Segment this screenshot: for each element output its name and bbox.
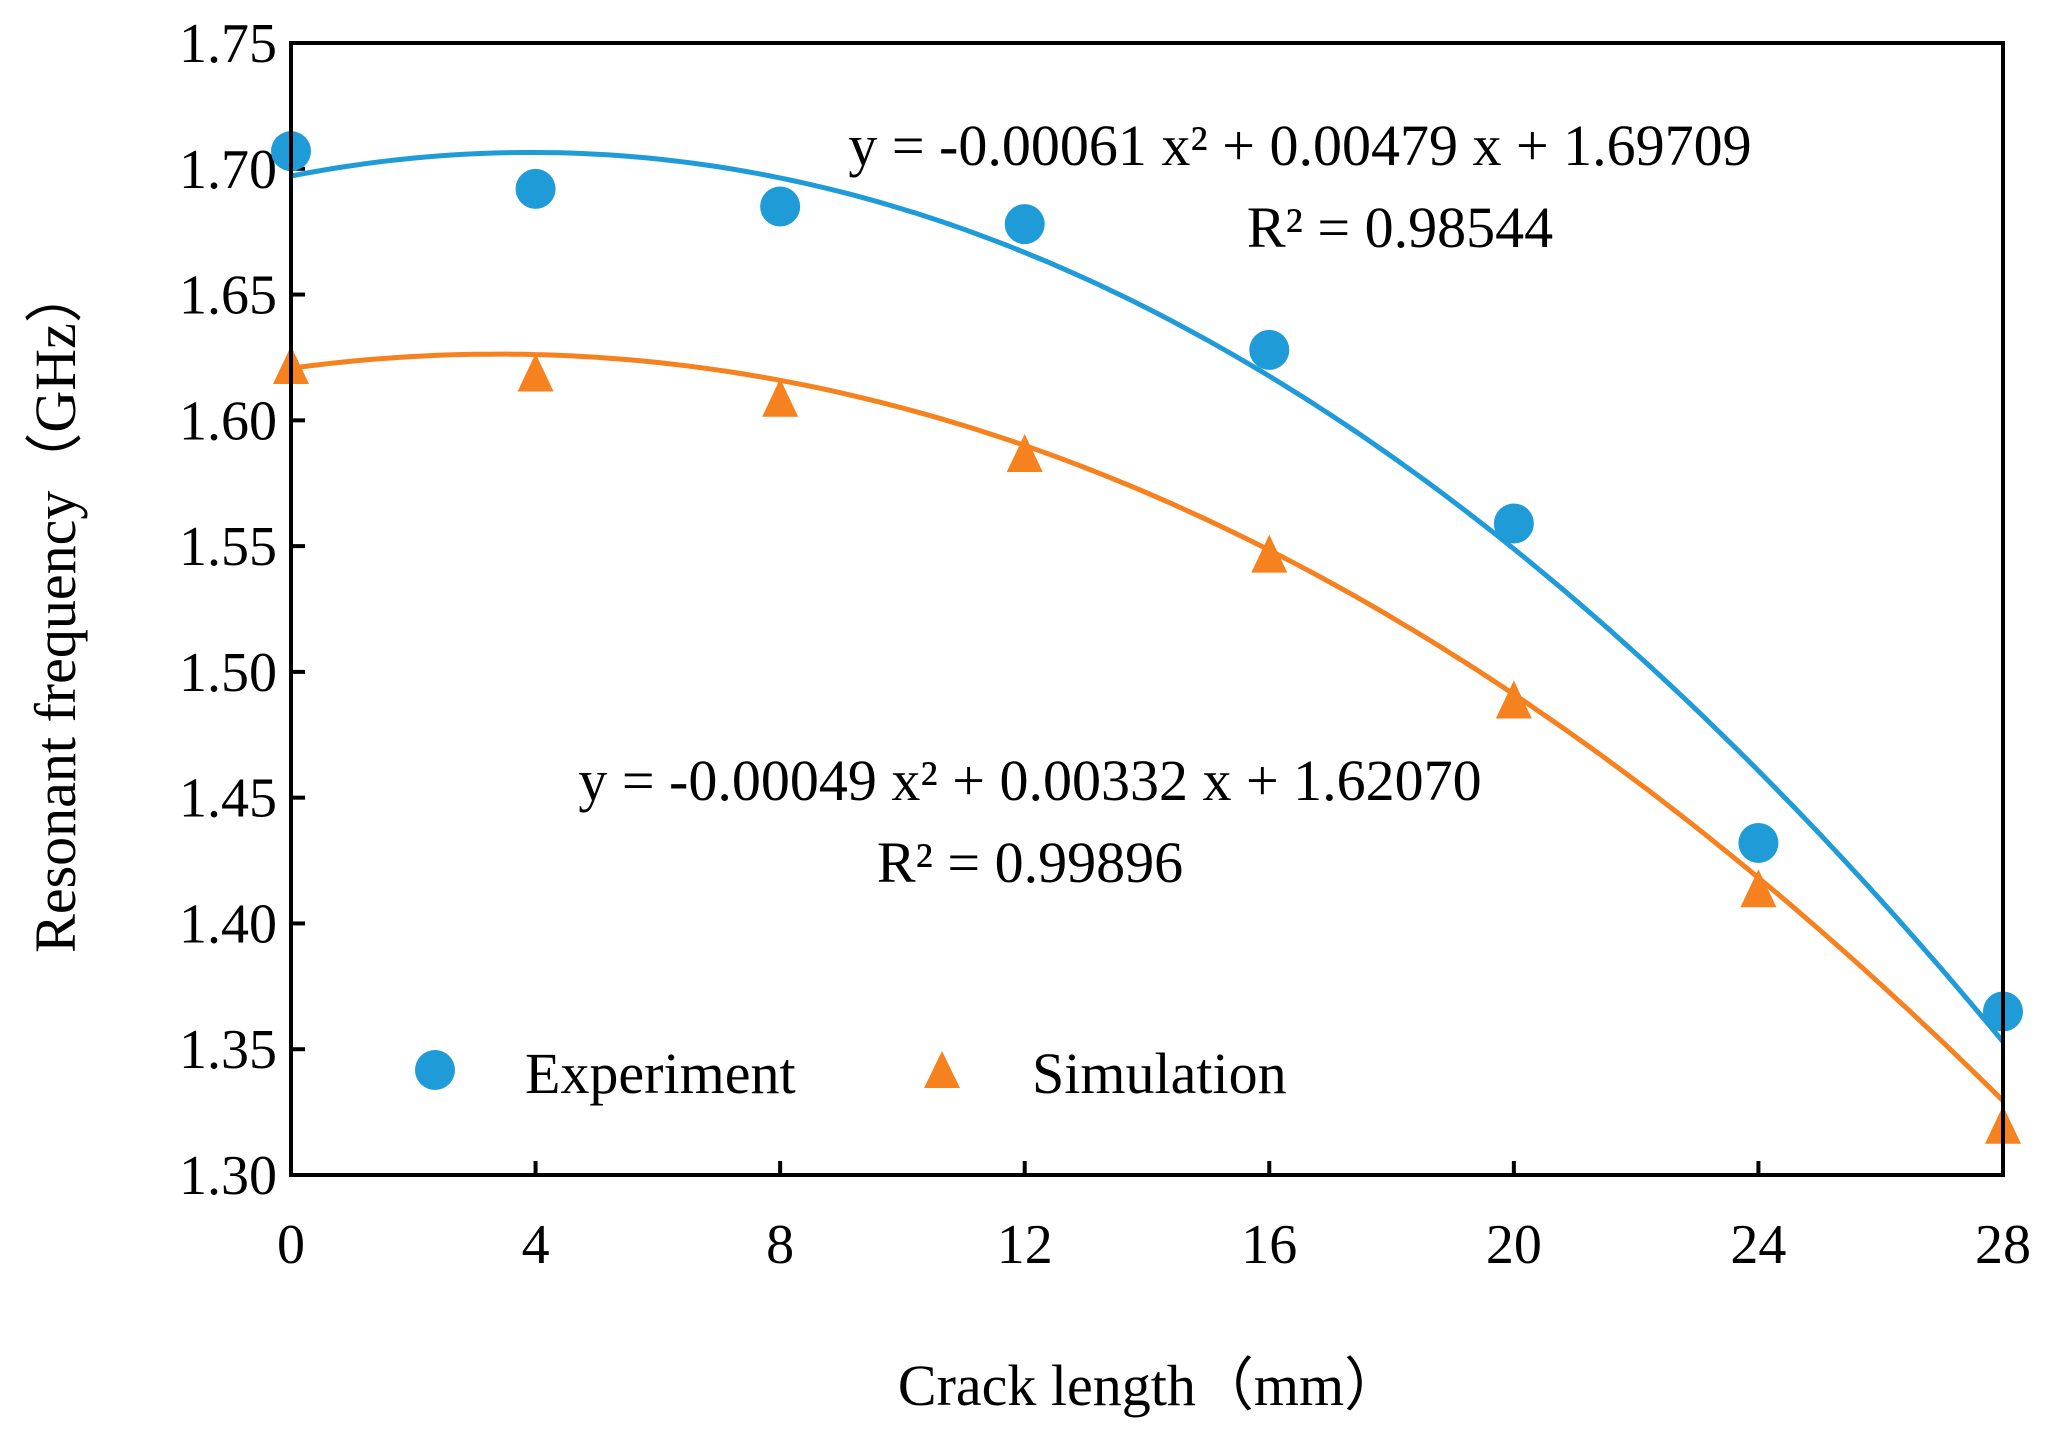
x-tick-label: 4: [522, 1214, 550, 1276]
x-tick-label: 8: [766, 1214, 794, 1276]
x-tick-label: 28: [1975, 1214, 2031, 1276]
experiment-fit-curve: [290, 150, 2005, 1044]
x-axis-ticks: 0 4 8 12 16 20 24 28: [277, 1161, 2031, 1276]
legend-experiment-label: Experiment: [525, 1041, 796, 1106]
experiment-point: [1004, 204, 1045, 245]
y-tick-label: 1.50: [179, 642, 277, 704]
legend: Experiment Simulation: [415, 1041, 1287, 1106]
simulation-point: [762, 378, 799, 417]
simulation-point: [1495, 680, 1532, 719]
x-axis-title: Crack length（mm）: [898, 1353, 1402, 1418]
simulation-point: [1251, 534, 1288, 573]
legend-simulation-marker: [924, 1051, 960, 1088]
y-tick-label: 1.60: [179, 390, 277, 452]
experiment-point: [515, 168, 556, 209]
x-tick-label: 0: [277, 1214, 305, 1276]
data-markers: [271, 131, 2023, 1144]
exp-equation: y = -0.00061 x² + 0.00479 x + 1.69709: [848, 113, 1751, 178]
y-tick-label: 1.70: [179, 139, 277, 201]
y-tick-label: 1.35: [179, 1019, 277, 1081]
fit-curves: [290, 150, 2005, 1103]
y-tick-label: 1.55: [179, 516, 277, 578]
simulation-point: [1006, 434, 1043, 473]
legend-experiment-marker: [415, 1050, 455, 1090]
experiment-point: [1493, 503, 1534, 544]
simulation-point: [517, 353, 554, 392]
x-tick-label: 16: [1241, 1214, 1297, 1276]
sim-equation: y = -0.00049 x² + 0.00332 x + 1.62070: [578, 748, 1481, 813]
x-tick-label: 20: [1486, 1214, 1542, 1276]
y-axis-ticks: 1.30 1.35 1.40 1.45 1.50 1.55 1.60 1.65 1.70 1.75: [179, 13, 305, 1207]
exp-r-squared: R² = 0.98544: [1247, 195, 1553, 260]
experiment-point: [1249, 329, 1290, 370]
y-tick-label: 1.30: [179, 1145, 277, 1207]
experiment-point: [1738, 822, 1779, 863]
legend-simulation-label: Simulation: [1032, 1041, 1287, 1106]
y-tick-label: 1.40: [179, 893, 277, 955]
x-tick-label: 24: [1730, 1214, 1786, 1276]
y-axis-title: Resonant frequency（GHz）: [23, 265, 88, 953]
y-tick-label: 1.45: [179, 768, 277, 830]
simulation-point: [1740, 869, 1777, 908]
plot-area-frame: [289, 41, 2005, 1177]
simulation-fit-curve: [290, 351, 2005, 1103]
sim-r-squared: R² = 0.99896: [877, 830, 1183, 895]
x-tick-label: 12: [997, 1214, 1053, 1276]
y-tick-label: 1.65: [179, 265, 277, 327]
experiment-point: [760, 186, 801, 227]
y-tick-label: 1.75: [179, 13, 277, 75]
